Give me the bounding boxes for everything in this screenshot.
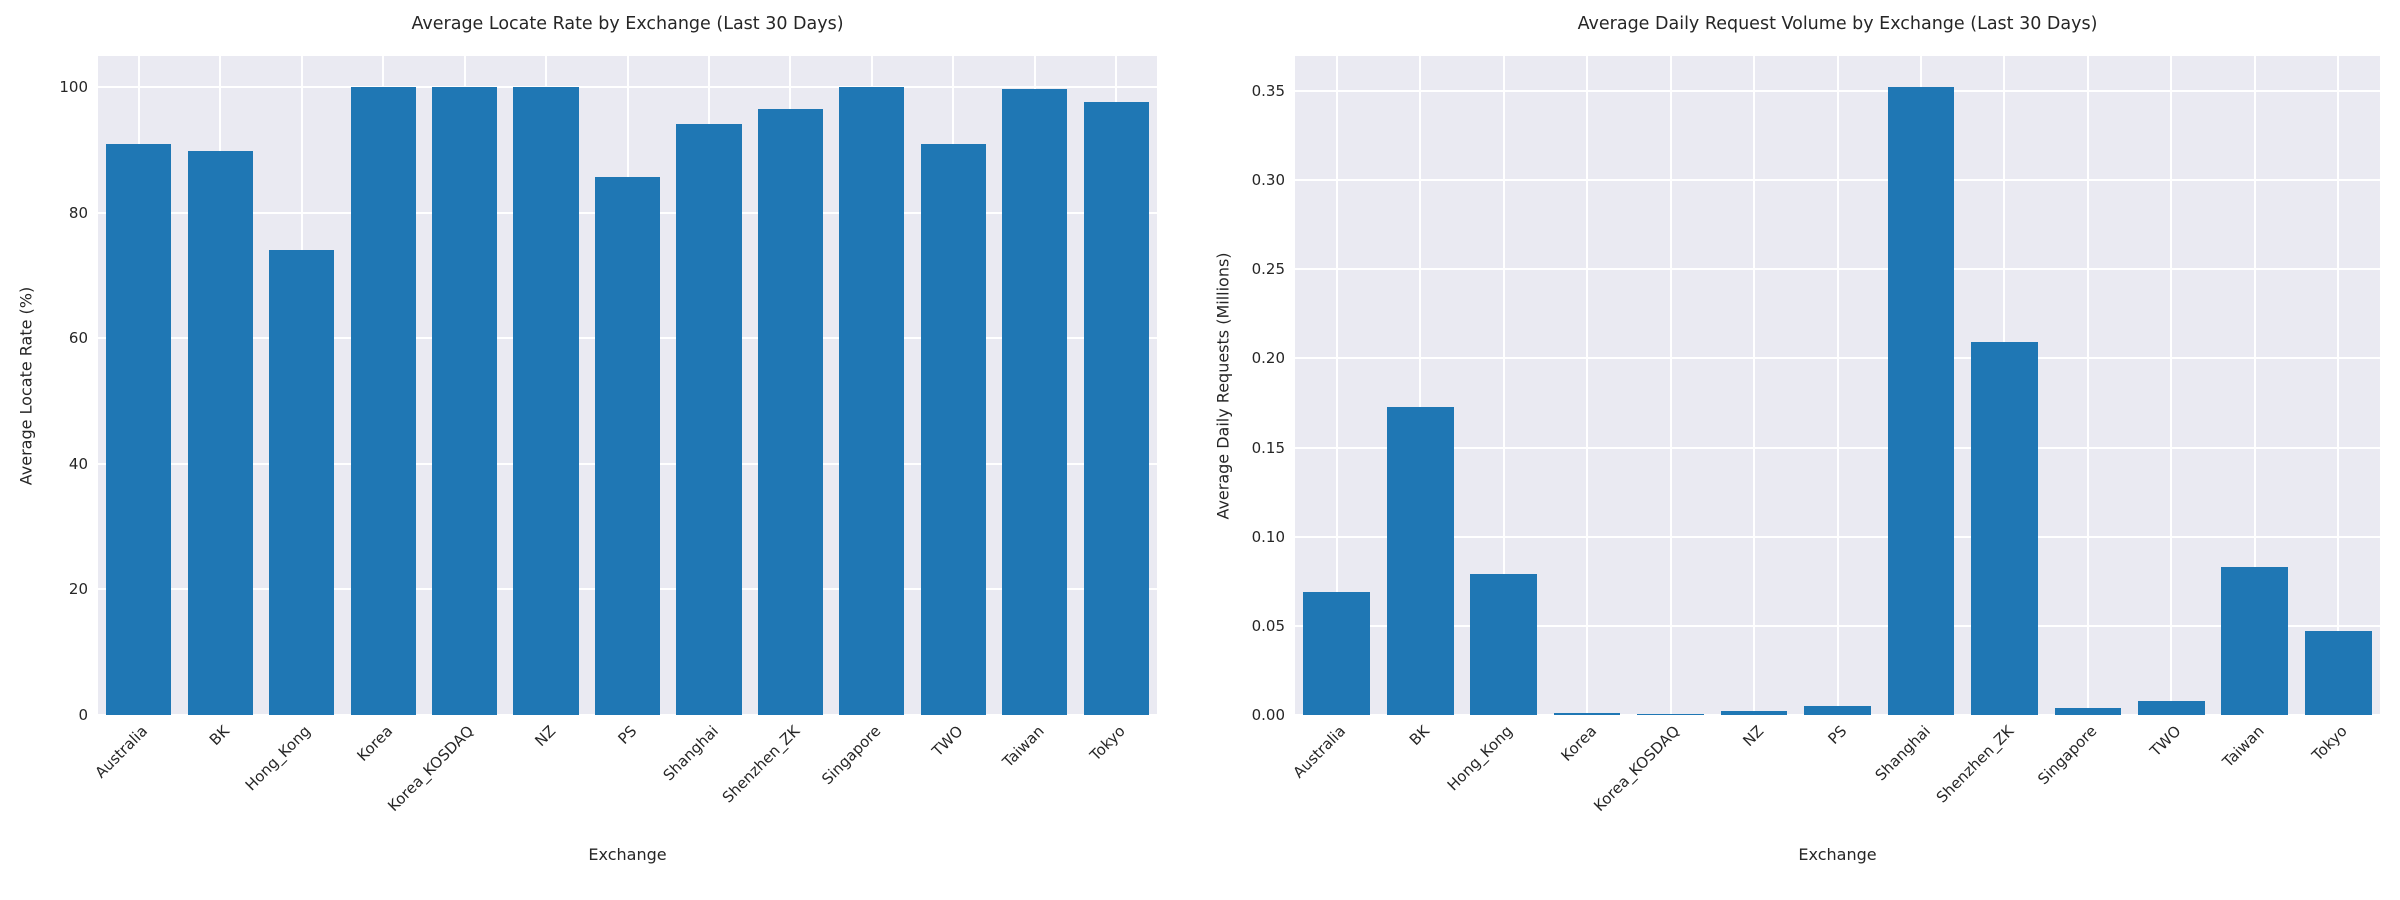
gridline-vertical xyxy=(1669,56,1672,715)
bar-Tokyo xyxy=(1083,102,1149,715)
y-tick-label: 0.15 xyxy=(1251,438,1285,457)
x-axis-label: Exchange xyxy=(588,845,667,864)
gridline-vertical xyxy=(1836,56,1839,715)
bar-Korea xyxy=(1553,713,1621,715)
bar-Australia xyxy=(1303,591,1371,715)
gridline-horizontal xyxy=(1295,714,2380,716)
y-tick-label: 40 xyxy=(68,454,88,473)
bar-Korea_KOSDAQ xyxy=(1637,713,1704,715)
x-tick-label: Australia xyxy=(1289,722,1350,782)
y-axis-label: Average Daily Requests (Millions) xyxy=(1213,251,1233,520)
gridline-vertical xyxy=(2253,56,2256,715)
bar-Shanghai xyxy=(1887,87,1955,715)
gridline-vertical xyxy=(1753,56,1756,715)
x-axis-label: Exchange xyxy=(1798,845,1877,864)
x-tick-label: Singapore xyxy=(2034,722,2101,789)
x-tick-label: Korea xyxy=(1557,722,1600,765)
gridline-horizontal xyxy=(98,714,1157,716)
bar-Shenzhen_ZK xyxy=(757,109,823,715)
x-tick-label: TWO xyxy=(2146,722,2185,761)
gridline-vertical xyxy=(1419,56,1422,715)
y-tick-label: 0.25 xyxy=(1251,260,1285,279)
gridline-vertical xyxy=(1586,56,1589,715)
y-tick-label: 20 xyxy=(68,580,88,599)
x-tick-label: Hong_Kong xyxy=(1444,722,1517,795)
bar-Hong_Kong xyxy=(1470,574,1538,715)
bar-Shanghai xyxy=(676,124,742,715)
bar-PS xyxy=(594,177,661,715)
chart-title: Average Locate Rate by Exchange (Last 30… xyxy=(411,14,844,34)
x-tick-label: BK xyxy=(1405,722,1433,749)
y-tick-label: 0.30 xyxy=(1251,171,1285,190)
bar-Singapore xyxy=(2054,707,2122,715)
y-tick-label: 0.00 xyxy=(1251,706,1285,724)
x-tick-label: Tokyo xyxy=(2308,722,2351,765)
bar-PS xyxy=(1804,706,1871,715)
y-tick-label: 80 xyxy=(68,203,88,222)
chart-title: Average Daily Request Volume by Exchange… xyxy=(1577,14,2098,34)
bar-BK xyxy=(1386,406,1454,715)
x-tick-label: Shenzhen_ZK xyxy=(1932,722,2018,807)
x-tick-label: Shanghai xyxy=(1871,722,1934,785)
x-tick-label: NZ xyxy=(1738,722,1767,750)
y-tick-label: 0.10 xyxy=(1251,527,1285,546)
gridline-vertical xyxy=(1502,56,1505,715)
y-tick-label: 0.05 xyxy=(1251,616,1285,635)
bar-NZ xyxy=(513,87,579,715)
bar-Singapore xyxy=(839,87,905,715)
gridline-vertical xyxy=(2170,56,2173,715)
bar-Taiwan xyxy=(2221,567,2289,715)
y-tick-label: 60 xyxy=(68,329,88,348)
bar-BK xyxy=(187,150,253,715)
bar-Taiwan xyxy=(1002,89,1068,715)
bar-Korea xyxy=(350,87,416,715)
bar-NZ xyxy=(1720,711,1788,715)
y-tick-label: 0 xyxy=(78,706,88,724)
bar-Korea_KOSDAQ xyxy=(431,87,498,715)
y-tick-label: 100 xyxy=(59,78,88,97)
bar-Shenzhen_ZK xyxy=(1971,342,2038,715)
bar-Hong_Kong xyxy=(269,249,335,715)
x-tick-label: Korea_KOSDAQ xyxy=(1590,722,1684,815)
bar-Australia xyxy=(106,143,172,715)
x-tick-label: Taiwan xyxy=(2218,722,2268,771)
bar-TWO xyxy=(2137,700,2205,715)
gridline-vertical xyxy=(2337,56,2340,715)
y-tick-label: 0.20 xyxy=(1251,349,1285,368)
x-tick-label: PS xyxy=(1824,722,1851,748)
bar-Tokyo xyxy=(2304,631,2372,715)
bar-TWO xyxy=(920,144,986,715)
y-tick-label: 0.35 xyxy=(1251,81,1285,100)
gridline-vertical xyxy=(1335,56,1338,715)
gridline-vertical xyxy=(2086,56,2089,715)
